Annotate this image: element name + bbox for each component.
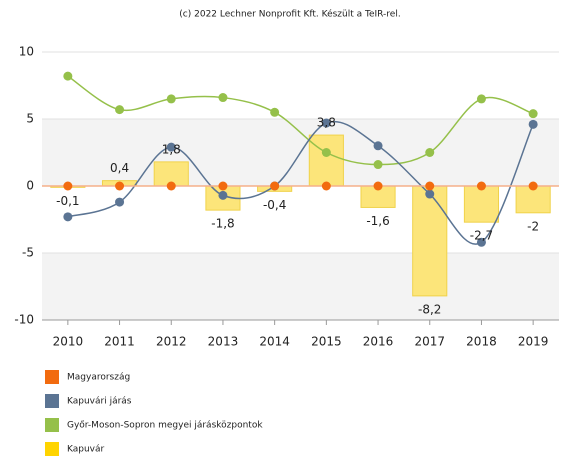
x-tick-label: 2016 — [363, 335, 394, 349]
bar — [463, 185, 500, 223]
point — [425, 148, 435, 157]
legend-label: Magyarország — [67, 373, 130, 383]
point — [321, 148, 331, 157]
point — [270, 181, 280, 191]
point — [373, 141, 383, 151]
point — [218, 93, 228, 103]
data-label: -2 — [527, 219, 539, 233]
legend-swatch — [45, 442, 59, 456]
point — [321, 118, 331, 128]
data-label: 3,8 — [317, 116, 336, 130]
bar — [412, 185, 448, 297]
point — [63, 212, 73, 222]
x-tick-label: 2019 — [518, 335, 549, 349]
x-tick-label: 2013 — [208, 335, 239, 349]
y-tick-label: -5 — [22, 246, 34, 260]
x-tick-label: 2018 — [466, 335, 497, 349]
data-label: 1,8 — [162, 142, 181, 156]
point — [528, 109, 538, 119]
point — [476, 94, 486, 104]
line — [67, 120, 534, 245]
point — [115, 181, 125, 191]
y-tick-label: 5 — [26, 112, 34, 126]
point — [425, 181, 435, 191]
point — [321, 181, 331, 191]
point — [528, 181, 538, 191]
x-tick-label: 2012 — [156, 335, 187, 349]
y-tick-label: 0 — [26, 179, 34, 193]
x-tick-label: 2017 — [414, 335, 445, 349]
point — [115, 105, 125, 115]
point — [166, 142, 176, 152]
data-label: -0,1 — [56, 194, 79, 208]
point — [373, 181, 383, 191]
data-label: -0,4 — [263, 198, 286, 212]
point — [218, 181, 228, 191]
point — [218, 190, 228, 200]
point — [528, 119, 538, 129]
point — [425, 189, 435, 199]
legend-label: Kapuvári járás — [67, 397, 132, 407]
y-tick-label: -10 — [14, 313, 34, 327]
point — [63, 181, 73, 191]
y-tick-label: 10 — [19, 45, 34, 59]
point — [166, 181, 176, 191]
point — [63, 71, 73, 81]
legend-swatch — [45, 394, 59, 408]
data-label: -1,8 — [211, 217, 234, 231]
legend-swatch — [45, 418, 59, 432]
data-label: -8,2 — [418, 302, 441, 316]
x-tick-label: 2014 — [259, 335, 290, 349]
chart-title: (c) 2022 Lechner Nonprofit Kft. Készült … — [179, 9, 400, 20]
point — [115, 197, 125, 207]
point — [373, 160, 383, 170]
point — [166, 94, 176, 104]
legend-label: Kapuvár — [67, 445, 105, 455]
data-label: -2,7 — [470, 229, 493, 243]
data-label: 0,4 — [110, 161, 129, 175]
data-label: -1,6 — [366, 214, 389, 228]
plot-band — [42, 253, 559, 320]
legend-swatch — [45, 370, 59, 384]
point — [270, 107, 280, 117]
bar — [308, 134, 344, 187]
point — [476, 237, 486, 247]
x-tick-label: 2011 — [104, 335, 135, 349]
line — [67, 75, 534, 166]
x-tick-label: 2015 — [311, 335, 342, 349]
legend-label: Győr-Moson-Sopron megyei járásközpontok — [67, 421, 263, 431]
x-tick-label: 2010 — [53, 335, 84, 349]
point — [476, 181, 486, 191]
